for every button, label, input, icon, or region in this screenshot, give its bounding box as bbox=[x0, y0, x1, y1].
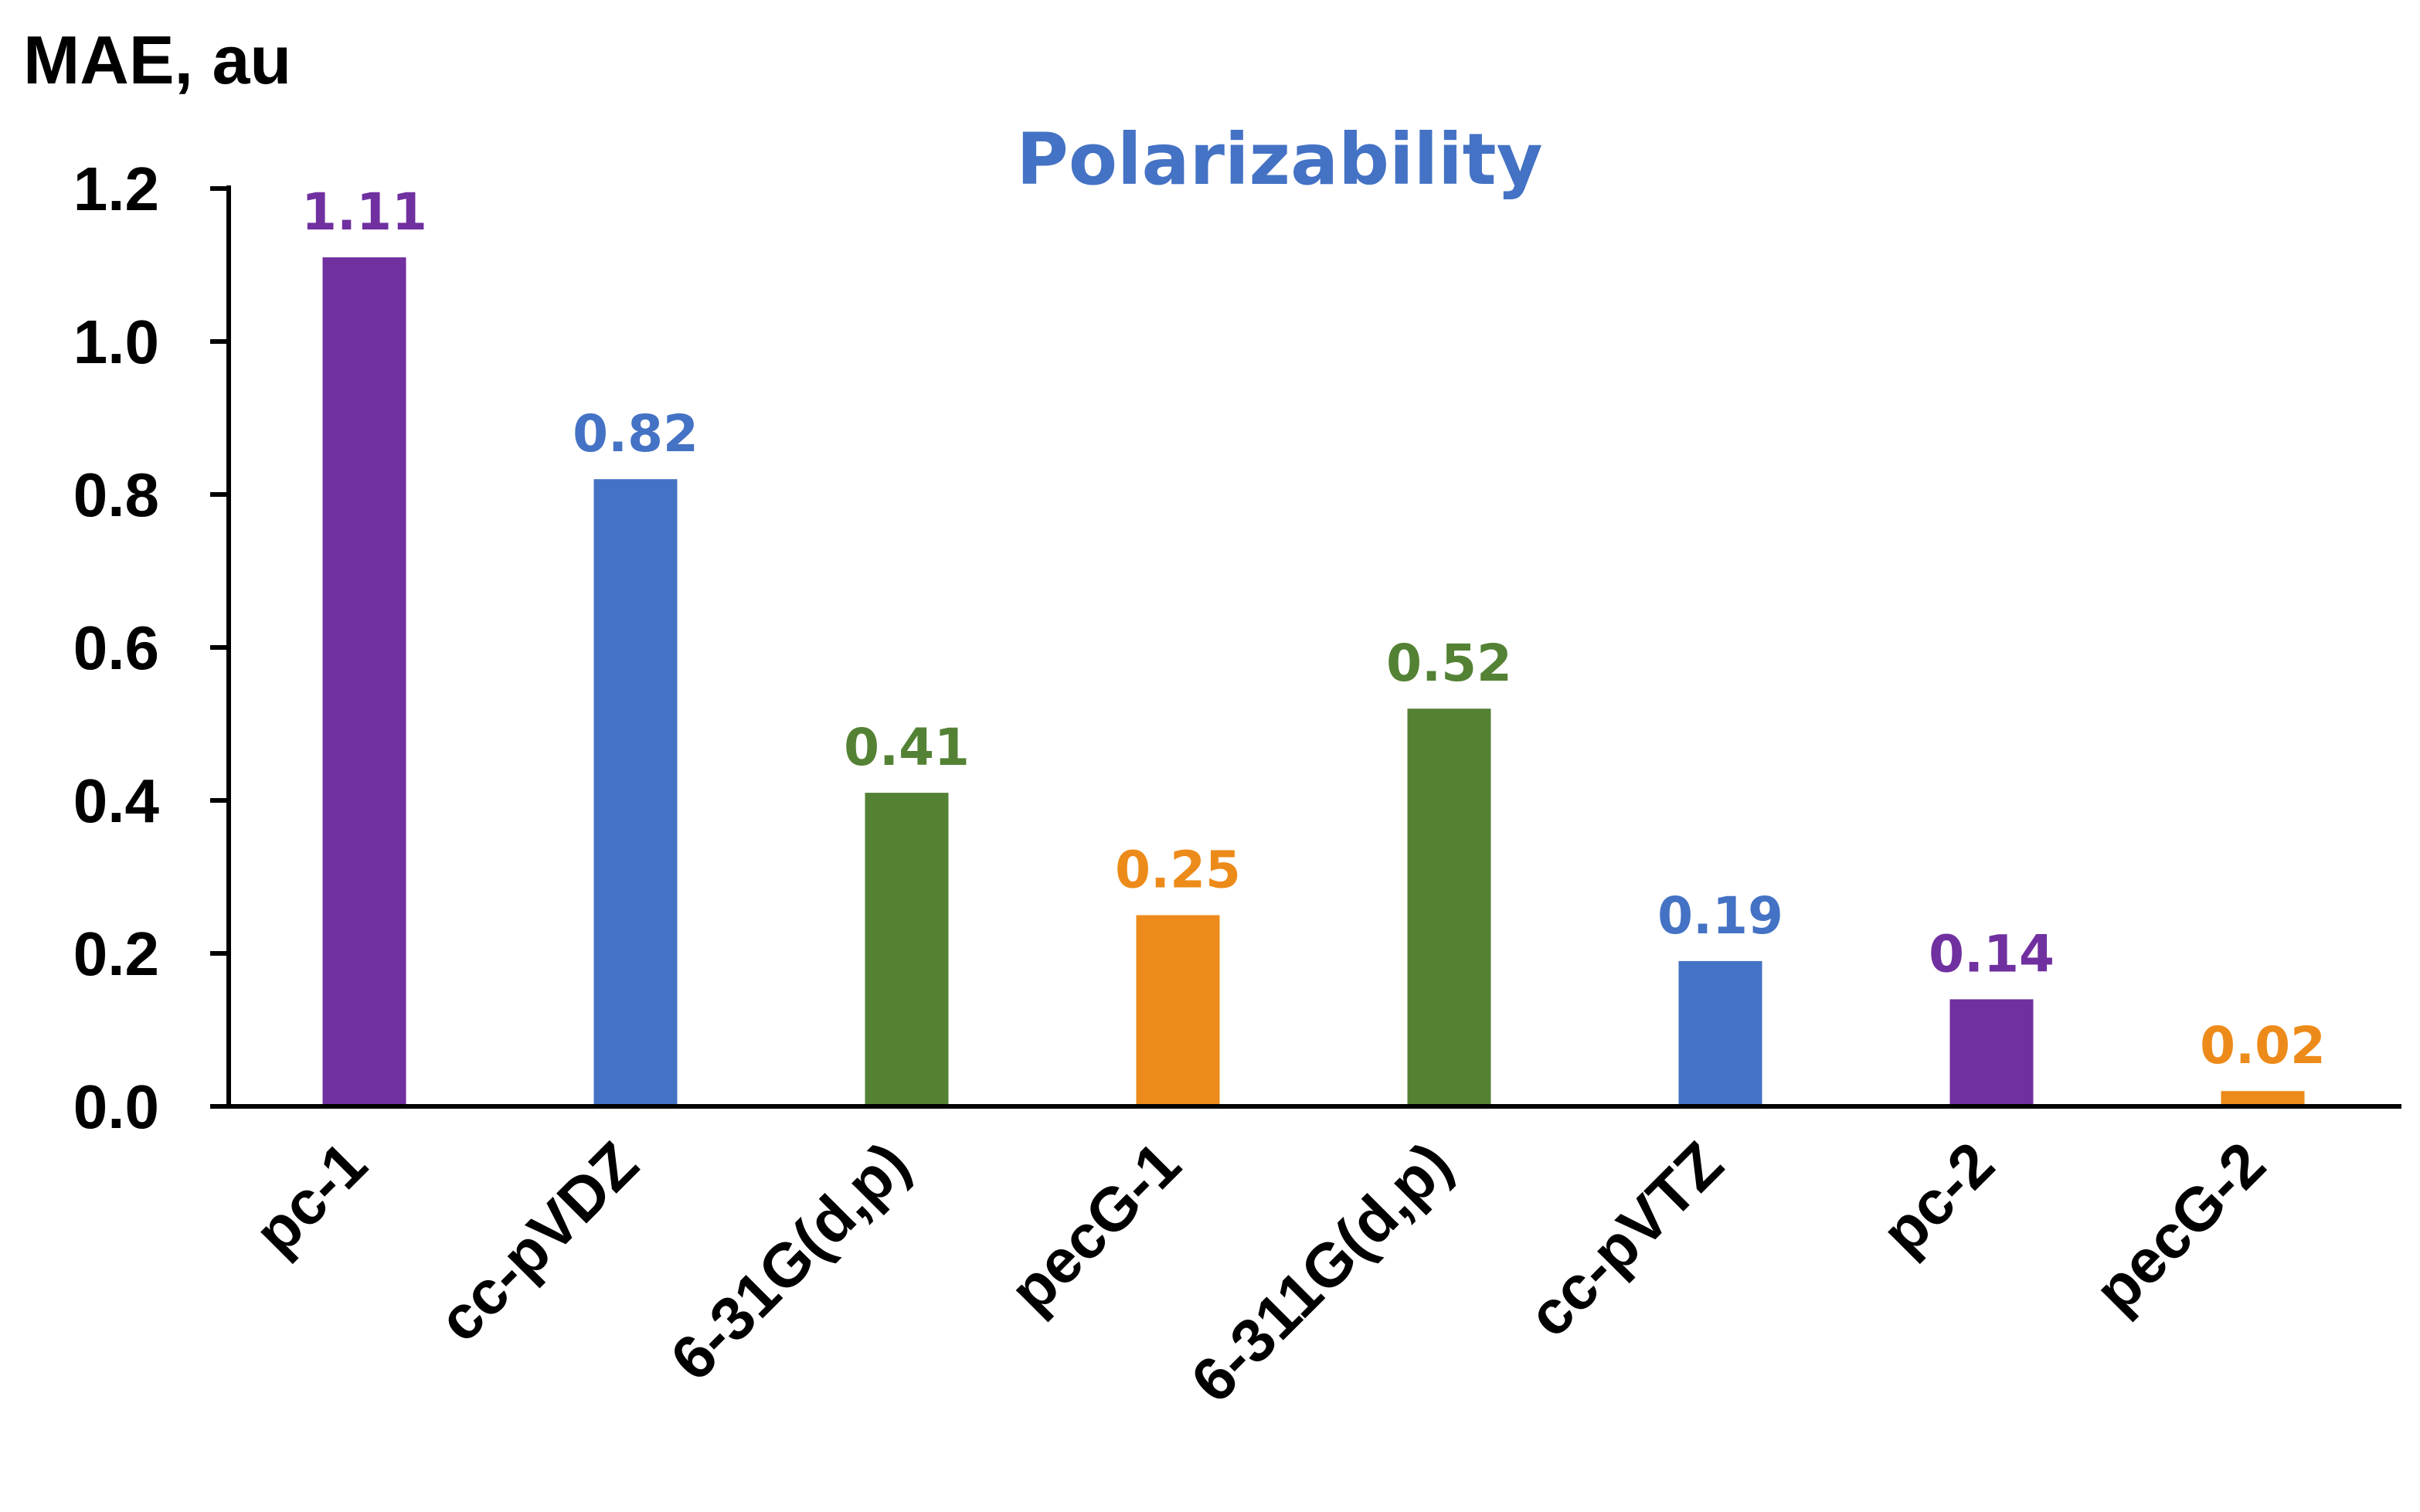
chart-title: Polarizability bbox=[1016, 118, 1542, 201]
bar-pecg-1 bbox=[1136, 915, 1220, 1106]
x-axis: pc-1 cc-pVDZ 6-31G(d,p) pecG-16-311G(d,p) cc… bbox=[226, 1104, 2401, 1415]
data-label: 0.19 bbox=[1657, 886, 1783, 946]
x-tick-label: pecG-2 bbox=[2082, 1129, 2279, 1326]
x-tick-label: cc-pVTZ bbox=[1514, 1129, 1735, 1350]
x-tick-label: pecG-1 bbox=[997, 1129, 1194, 1326]
bar-pc-2 bbox=[1949, 999, 2034, 1106]
y-tick-label: 0.0 bbox=[73, 1072, 159, 1141]
data-label: 0.52 bbox=[1386, 634, 1512, 693]
y-tick-label: 1.0 bbox=[73, 307, 159, 376]
y-axis: 0.0 0.2 0.4 0.6 0.8 1.0 1.2 bbox=[73, 155, 231, 1141]
data-label: 0.82 bbox=[573, 404, 698, 464]
x-tick-label: pc-1 bbox=[241, 1129, 379, 1267]
data-label: 0.41 bbox=[844, 718, 970, 777]
bar-cc-pvdz bbox=[593, 479, 678, 1106]
bar-pecg-2 bbox=[2221, 1091, 2305, 1106]
y-tick-label: 0.2 bbox=[73, 919, 159, 988]
y-tick-label: 0.8 bbox=[73, 460, 159, 529]
bar-6-31g-d-p- bbox=[865, 793, 949, 1106]
bar-pc-1 bbox=[322, 257, 406, 1107]
y-axis-label: MAE, au bbox=[23, 22, 291, 98]
data-label: 0.02 bbox=[2200, 1016, 2326, 1075]
x-tick-label: 6-311G(d,p) bbox=[1178, 1129, 1465, 1415]
bar-cc-pvtz bbox=[1678, 960, 1762, 1106]
y-tick-label: 1.2 bbox=[73, 155, 159, 223]
x-tick-label: pc-2 bbox=[1868, 1129, 2007, 1267]
y-tick-label: 0.4 bbox=[73, 766, 160, 835]
data-label: 0.25 bbox=[1115, 841, 1241, 900]
y-tick-label: 0.6 bbox=[73, 613, 159, 682]
data-label: 0.14 bbox=[1929, 924, 2055, 984]
x-tick-label: 6-31G(d,p) bbox=[658, 1129, 923, 1394]
x-tick-label: cc-pVDZ bbox=[425, 1129, 651, 1354]
bars: 1.11 0.82 0.41 0.25 0.52 0.19 0.14 0.02 bbox=[301, 182, 2326, 1107]
data-label: 1.11 bbox=[301, 182, 427, 242]
bar-6-311g-d-p- bbox=[1407, 708, 1491, 1106]
